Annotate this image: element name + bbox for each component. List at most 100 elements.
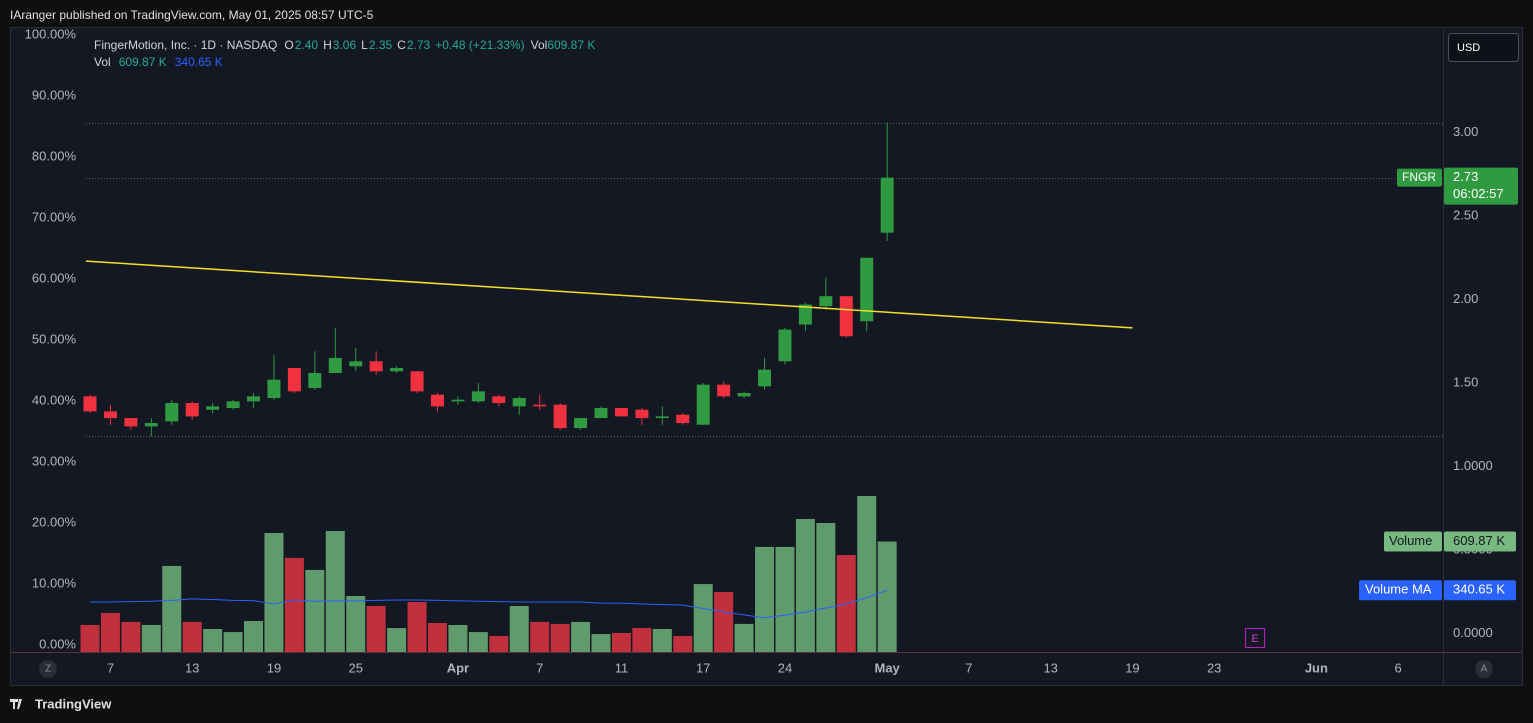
footer-brand: TradingView — [35, 696, 112, 711]
published-note: IAranger published on TradingView.com, M… — [10, 8, 374, 22]
x-tick-label: 24 — [778, 660, 792, 675]
volume-bar — [673, 636, 693, 652]
legend-text: O — [284, 38, 293, 52]
volume-bar — [509, 605, 529, 652]
candle-body — [696, 384, 710, 425]
candle-body — [492, 396, 506, 404]
volume-bar — [100, 613, 120, 652]
currency-button[interactable] — [1448, 33, 1519, 62]
volume-bar — [877, 541, 897, 652]
legend-text: 340.65 K — [175, 55, 223, 69]
candle-body — [247, 396, 261, 402]
y2-tick-label: 1.50 — [1453, 374, 1478, 389]
candle-body — [798, 304, 812, 325]
volume-bar — [387, 628, 407, 652]
legend-text: 2.73 — [407, 38, 431, 52]
ma-tag — [1359, 580, 1442, 601]
x-tick-label: Jun — [1305, 660, 1328, 675]
volume-bar — [755, 546, 775, 652]
legend-text: Vol — [531, 38, 548, 52]
candle-body — [165, 403, 179, 422]
volume-bar — [305, 569, 325, 652]
candle-body — [819, 296, 833, 307]
candle-body — [839, 296, 853, 337]
candle-body — [451, 399, 465, 402]
candle-body — [594, 408, 608, 419]
volume-bar — [489, 636, 509, 652]
x-tick-label: 13 — [185, 660, 199, 675]
price-tag-label: 2.73 — [1453, 169, 1478, 184]
volume-bar — [80, 625, 100, 652]
legend-text: 2.35 — [369, 38, 393, 52]
legend-text: L — [361, 38, 368, 52]
y-tick-label: 80.00% — [32, 148, 77, 163]
volume-bar — [162, 565, 182, 652]
price-tag — [1444, 167, 1518, 205]
candle-body — [185, 403, 199, 417]
candle-body — [103, 411, 117, 419]
legend-line: Vol 609.87 K 340.65 K — [94, 55, 223, 69]
volume-tag-label: Volume — [1389, 533, 1432, 548]
volume-bar — [325, 530, 345, 652]
candle-body — [471, 391, 485, 402]
candle-body — [287, 367, 301, 392]
volume-bar — [346, 596, 366, 652]
y-tick-label: 10.00% — [32, 575, 77, 590]
candle-body — [328, 357, 342, 373]
volume-bar — [203, 628, 223, 652]
y2-tick-label: 1.0000 — [1453, 458, 1493, 473]
right-button[interactable] — [1475, 660, 1493, 678]
x-tick-label: 25 — [348, 660, 362, 675]
x-tick-label: 13 — [1043, 660, 1057, 675]
volume-bar — [632, 628, 652, 652]
candle-body — [860, 257, 874, 322]
volume-bar — [714, 592, 734, 652]
volume-bar — [182, 621, 202, 652]
volume-bar — [816, 522, 836, 652]
candle-body — [144, 423, 158, 427]
x-tick-label: 17 — [696, 660, 710, 675]
volume-bar — [693, 584, 713, 652]
trendline — [85, 260, 1133, 329]
x-tick-label: 19 — [1125, 660, 1139, 675]
symbol-tag-label: FNGR — [1402, 170, 1436, 184]
candle-body — [369, 361, 383, 372]
volume-bar — [468, 632, 488, 652]
volume-bar — [775, 546, 795, 652]
candle-body — [349, 361, 363, 367]
footer-logo — [10, 699, 22, 709]
candle-body — [635, 409, 649, 419]
volume-bar — [284, 557, 304, 652]
legend-text: +0.48 (+21.33%) — [435, 38, 524, 52]
volume-bar — [591, 634, 611, 652]
symbol-tag — [1397, 168, 1442, 187]
left-button[interactable] — [39, 660, 57, 678]
volume-bar — [427, 623, 447, 652]
volume-bar — [141, 625, 161, 652]
legend-text: H — [323, 38, 332, 52]
currency-label: USD — [1457, 42, 1480, 54]
y2-tick-label: 3.00 — [1453, 124, 1478, 139]
volume-bar — [550, 623, 570, 652]
volume-bar — [571, 621, 591, 652]
candle-body — [737, 393, 751, 397]
candle-body — [676, 414, 690, 424]
x-tick-label: 7 — [965, 660, 972, 675]
candle-body — [430, 394, 444, 407]
y-tick-label: 60.00% — [32, 270, 77, 285]
y-tick-label: 0.00% — [39, 636, 76, 651]
countdown-label: 06:02:57 — [1453, 186, 1504, 201]
ma-value-tag — [1444, 580, 1516, 601]
volume-bar — [121, 621, 141, 652]
volume-bar — [223, 632, 243, 652]
volume-bar — [652, 628, 672, 652]
candle-body — [574, 418, 588, 429]
legend-text: 609.87 K — [119, 55, 167, 69]
candle-body — [124, 418, 138, 427]
volume-bar — [734, 623, 754, 652]
ma-tag-label: Volume MA — [1365, 582, 1432, 597]
candle-body — [410, 371, 424, 392]
volume-bar — [366, 605, 386, 652]
candle-body — [226, 401, 240, 409]
candle-body — [512, 398, 526, 407]
